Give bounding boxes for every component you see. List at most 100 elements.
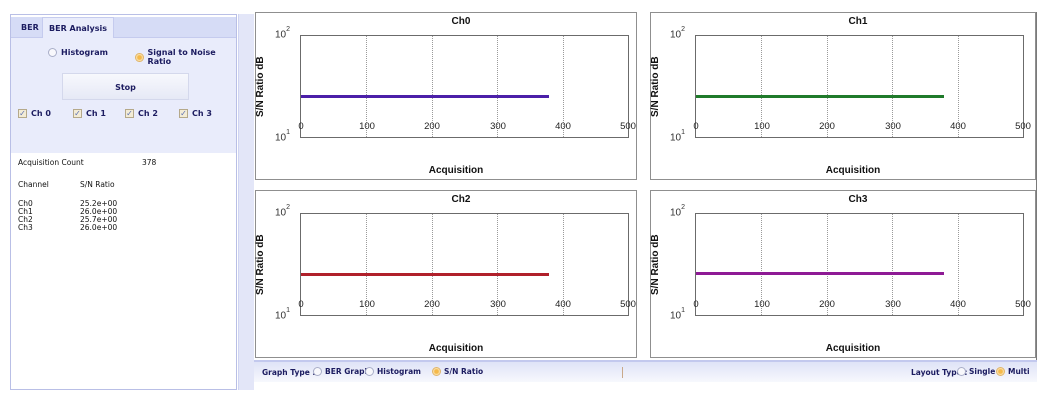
histogram-graph-radio-label: Histogram [377, 367, 421, 376]
y-tick-bottom: 101 [670, 129, 686, 144]
chart-title: Ch3 [848, 194, 868, 205]
gridline [432, 214, 433, 315]
ch1-series-line [696, 95, 944, 98]
graph-options-bar: Graph Type : BER Graph Histogram S/N Rat… [254, 360, 1037, 382]
chart-ch3: Ch3 S/N Ratio dB 102 101 0 100 200 300 4… [650, 190, 1036, 358]
stop-button[interactable]: Stop [62, 73, 189, 100]
gridline [761, 214, 762, 315]
analysis-controls: Histogram Signal to Noise Ratio Stop ✓ C… [11, 38, 236, 153]
single-layout-radio-label: Single [969, 367, 996, 376]
histogram-graph-radio[interactable]: Histogram [365, 367, 421, 376]
chart-title: Ch1 [848, 16, 868, 27]
x-tick: 500 [1015, 121, 1031, 132]
y-tick-top: 102 [275, 204, 291, 219]
ch2-checkbox-label: Ch 2 [138, 109, 158, 118]
x-tick: 500 [1015, 299, 1031, 310]
gridline [497, 36, 498, 137]
graph-type-label: Graph Type : [262, 368, 316, 377]
ch1-checkbox-label: Ch 1 [86, 109, 106, 118]
x-tick: 500 [620, 299, 636, 310]
y-tick-bottom: 101 [275, 129, 291, 144]
chart-ch0: Ch0 S/N Ratio dB 102 101 0 100 200 300 4… [255, 12, 637, 180]
histogram-radio-label: Histogram [61, 48, 108, 57]
gridline [563, 214, 564, 315]
snr-radio-label: Signal to Noise Ratio [147, 48, 216, 66]
gridline [958, 36, 959, 137]
y-tick-bottom: 101 [670, 307, 686, 322]
x-tick: 200 [819, 299, 835, 310]
gridline [366, 36, 367, 137]
x-tick: 0 [693, 121, 699, 132]
y-tick-bottom: 101 [275, 307, 291, 322]
plot-area [300, 213, 629, 316]
plot-area [300, 35, 629, 138]
plot-area [695, 213, 1024, 316]
x-tick: 200 [424, 299, 440, 310]
ratio-header: S/N Ratio [80, 180, 115, 189]
acquisition-count-label: Acquisition Count [18, 158, 84, 167]
ch3-checkbox[interactable]: ✓ Ch 3 [179, 109, 212, 118]
radio-selected-icon [432, 367, 441, 376]
x-axis-label: Acquisition [825, 343, 881, 354]
tab-ber-analysis[interactable]: BER Analysis [42, 17, 115, 38]
left-panel: BER BER Analysis Histogram Signal to Noi… [10, 14, 237, 390]
acquisition-count-value: 378 [142, 158, 157, 167]
chart-title: Ch2 [451, 194, 471, 205]
separator [622, 367, 623, 378]
result-row-ratio: 26.0e+00 [80, 223, 118, 232]
x-axis-label: Acquisition [825, 165, 881, 176]
checkbox-checked-icon: ✓ [125, 109, 134, 118]
radio-unselected-icon [313, 367, 322, 376]
gridline [958, 214, 959, 315]
y-axis-label: S/N Ratio dB [650, 234, 661, 296]
x-tick: 200 [424, 121, 440, 132]
x-tick: 0 [298, 121, 304, 132]
channel-checkboxes: ✓ Ch 0 ✓ Ch 1 ✓ Ch 2 ✓ Ch 3 [18, 109, 233, 123]
radio-selected-icon [135, 52, 144, 62]
result-row-ratio: 26.0e+00 [80, 207, 118, 216]
gridline [892, 214, 893, 315]
histogram-radio[interactable]: Histogram [48, 48, 108, 57]
snr-radio[interactable]: Signal to Noise Ratio [135, 48, 236, 66]
y-axis-label: S/N Ratio dB [255, 234, 266, 296]
gridline [497, 214, 498, 315]
radio-selected-icon [996, 367, 1005, 376]
sn-ratio-graph-radio-label: S/N Ratio [444, 367, 484, 376]
gridline [432, 36, 433, 137]
ch3-series-line [696, 272, 944, 275]
result-row-ratio: 25.7e+00 [80, 215, 118, 224]
chart-title: Ch0 [451, 16, 471, 27]
single-layout-radio[interactable]: Single [957, 367, 995, 376]
ch1-checkbox[interactable]: ✓ Ch 1 [73, 109, 106, 118]
x-tick: 100 [359, 121, 375, 132]
x-tick: 0 [693, 299, 699, 310]
x-tick: 300 [490, 299, 506, 310]
gridline [827, 214, 828, 315]
multi-layout-radio-label: Multi [1008, 367, 1030, 376]
ch0-checkbox[interactable]: ✓ Ch 0 [18, 109, 51, 118]
x-axis-label: Acquisition [428, 165, 484, 176]
ch2-checkbox[interactable]: ✓ Ch 2 [125, 109, 158, 118]
x-axis-label: Acquisition [428, 343, 484, 354]
result-row-channel: Ch3 [18, 223, 33, 232]
analysis-mode-group: Histogram Signal to Noise Ratio [11, 48, 236, 66]
x-tick: 200 [819, 121, 835, 132]
gridline [827, 36, 828, 137]
result-row-channel: Ch1 [18, 207, 33, 216]
gridline [366, 214, 367, 315]
gridline [563, 36, 564, 137]
tab-ber[interactable]: BER [21, 23, 39, 32]
ch0-checkbox-label: Ch 0 [31, 109, 51, 118]
multi-layout-radio[interactable]: Multi [996, 367, 1030, 376]
gridline [892, 36, 893, 137]
splitter[interactable] [238, 14, 254, 390]
result-row-channel: Ch0 [18, 199, 33, 208]
sn-ratio-graph-radio[interactable]: S/N Ratio [432, 367, 483, 376]
radio-unselected-icon [365, 367, 374, 376]
tab-bar: BER BER Analysis [11, 17, 236, 38]
x-tick: 500 [620, 121, 636, 132]
checkbox-checked-icon: ✓ [18, 109, 27, 118]
ber-graph-radio[interactable]: BER Graph [313, 367, 370, 376]
y-tick-top: 102 [275, 26, 291, 41]
checkbox-checked-icon: ✓ [179, 109, 188, 118]
